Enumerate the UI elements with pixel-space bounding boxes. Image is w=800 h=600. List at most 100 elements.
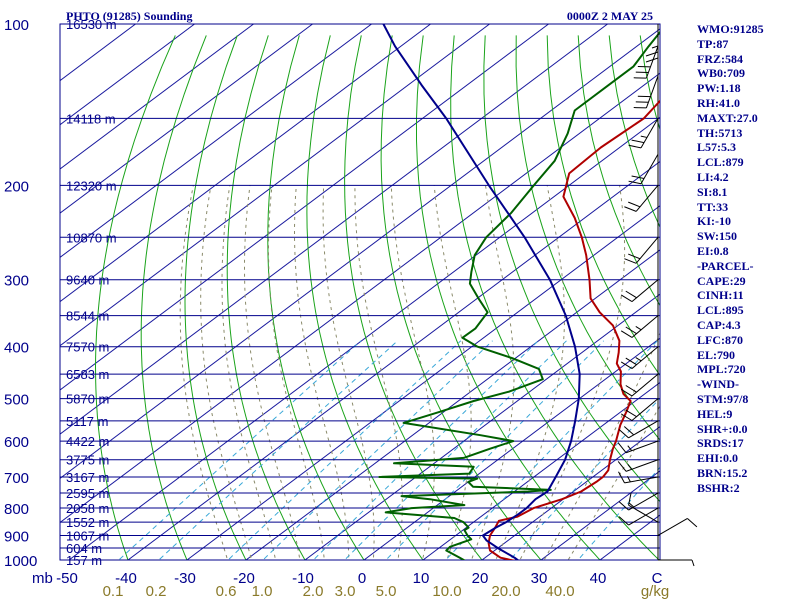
- temperature-tick-label: 10: [413, 570, 430, 587]
- height-label: 4422 m: [66, 434, 109, 449]
- index-line: LI:4.2: [697, 169, 729, 184]
- height-label: 2058 m: [66, 501, 109, 516]
- index-line: TT:33: [697, 199, 729, 214]
- isotherm-line: [60, 28, 660, 479]
- temperature-tick-label: -50: [56, 570, 78, 587]
- moist-adiabat-line: [179, 185, 229, 560]
- height-label: 10870 m: [66, 230, 117, 245]
- height-label: 12320 m: [66, 178, 117, 193]
- height-label: 1552 m: [66, 515, 109, 530]
- moist-adiabat-line: [268, 185, 325, 560]
- index-line: -PARCEL-: [697, 258, 754, 273]
- moist-adiabat-line: [543, 331, 660, 560]
- mixing-ratio-tick-label: 20.0: [491, 583, 520, 600]
- moist-adiabat-line: [322, 185, 375, 560]
- wind-barb: [620, 398, 659, 421]
- mixing-ratio-line: [577, 466, 660, 560]
- mixing-ratio-tick-label: g/kg: [641, 583, 669, 600]
- mixing-ratio-tick-label: 0.6: [216, 583, 237, 600]
- index-line: EHI:0.0: [697, 451, 739, 466]
- index-line: -WIND-: [697, 377, 739, 392]
- dry-adiabat-line: [380, 35, 542, 560]
- dry-adiabat-line: [344, 35, 483, 560]
- mixing-ratio-line: [158, 340, 398, 560]
- isotherm-line: [481, 426, 660, 560]
- isotherm-line: [422, 381, 660, 560]
- height-label: 157 m: [66, 553, 102, 568]
- isotherm-line: [60, 72, 660, 524]
- moist-adiabat-line: [294, 185, 350, 560]
- mixing-ratio-line: [117, 340, 362, 560]
- index-line: TP:87: [697, 36, 729, 51]
- moist-adiabat-line: [244, 185, 301, 560]
- parcel-path: [382, 24, 581, 560]
- isotherm-line: [60, 24, 431, 303]
- mixing-ratio-tick-label: 3.0: [335, 583, 356, 600]
- chart-background: [59, 23, 661, 561]
- wind-barb: [657, 518, 698, 536]
- isotherm-line: [127, 160, 660, 560]
- wind-barb: [633, 46, 659, 79]
- index-line: LFC:870: [697, 332, 743, 347]
- pressure-tick-label: 600: [4, 434, 29, 451]
- height-label: 5117 m: [66, 414, 108, 429]
- index-line: WB0:709: [697, 66, 745, 81]
- pressure-tick-label: 800: [4, 501, 29, 518]
- wind-barbs: [617, 24, 698, 567]
- pressure-tick-label: 300: [4, 273, 29, 290]
- wind-barb: [620, 315, 659, 338]
- header-time: 0000Z 2 MAY 25: [567, 9, 653, 23]
- index-line: SHR+:0.0: [697, 421, 748, 436]
- isotherm-line: [304, 293, 660, 560]
- index-line: WMO:91285: [697, 22, 764, 36]
- temperature-tick-label: 30: [531, 570, 548, 587]
- height-label: 6583 m: [66, 367, 109, 382]
- isotherm-line: [60, 24, 195, 126]
- pressure-tick-label: 900: [4, 528, 29, 545]
- pressure-tick-label: 1000: [4, 553, 37, 570]
- mixing-ratio-tick-label: 0.1: [103, 583, 124, 600]
- dry-adiabat-line: [184, 35, 247, 560]
- height-label: 1067 m: [66, 528, 109, 543]
- index-line: LCL:879: [697, 155, 744, 170]
- height-label: 14118 m: [66, 111, 116, 126]
- index-line: SRDS:17: [697, 436, 744, 451]
- wind-barb: [633, 75, 659, 109]
- dry-adiabat-line: [546, 35, 660, 377]
- plot-border: [59, 23, 661, 561]
- pressure-tick-label: 500: [4, 392, 29, 409]
- height-label: 16530 m: [66, 17, 117, 32]
- mixing-ratio-tick-label: 2.0: [303, 583, 324, 600]
- index-line: CAP:4.3: [697, 317, 741, 332]
- mixing-ratio-tick-label: 5.0: [376, 583, 397, 600]
- index-line: SW:150: [697, 229, 738, 244]
- pressure-tick-label: 700: [4, 470, 29, 487]
- axis-unit-mb: mb: [32, 570, 53, 587]
- temperature-tick-label: 0: [358, 570, 366, 587]
- index-line: LCL:895: [697, 303, 744, 318]
- dewpoint-profile: [378, 30, 660, 560]
- moist-adiabat-line: [433, 185, 472, 560]
- isotherm-line: [186, 205, 660, 560]
- mixing-ratio-tick-label: 40.0: [545, 583, 574, 600]
- isotherm-line: [245, 249, 660, 560]
- index-line: KI:-10: [697, 214, 731, 229]
- wind-barb: [620, 279, 659, 303]
- index-line: BRN:15.2: [697, 465, 748, 480]
- mixing-ratio-line: [227, 340, 462, 560]
- moist-adiabat-line: [221, 185, 277, 560]
- dry-adiabat-line: [140, 35, 207, 560]
- sounding-profiles: [378, 24, 660, 560]
- dry-adiabat-line: [450, 35, 660, 560]
- index-line: CINH:11: [697, 288, 744, 303]
- mixing-ratio-tick-label: 0.2: [146, 583, 167, 600]
- mixing-ratio-line: [445, 340, 658, 560]
- wind-barb: [618, 420, 659, 439]
- wind-barb: [617, 440, 659, 454]
- height-label: 9640 m: [66, 273, 109, 288]
- wind-barb: [617, 459, 659, 472]
- wind-barb: [620, 373, 659, 397]
- index-line: CAPE:29: [697, 273, 746, 288]
- index-line: HEL:9: [697, 406, 733, 421]
